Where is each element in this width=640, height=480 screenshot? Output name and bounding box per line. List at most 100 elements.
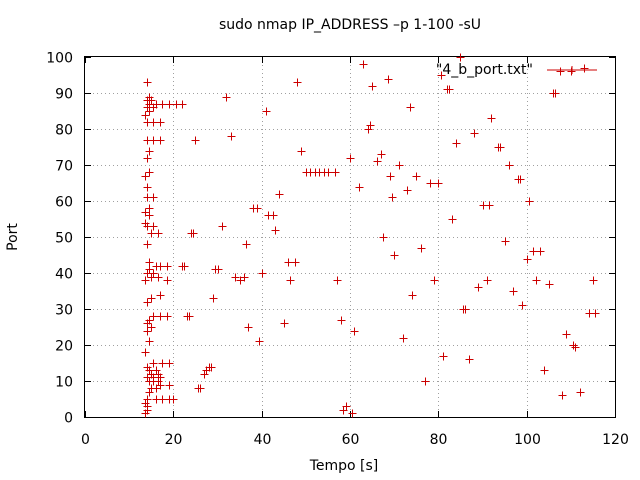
data-point bbox=[255, 337, 264, 346]
data-point bbox=[154, 273, 163, 282]
data-point bbox=[242, 240, 251, 249]
data-point bbox=[189, 229, 198, 238]
data-point bbox=[529, 247, 538, 256]
data-point bbox=[470, 129, 479, 138]
data-point bbox=[147, 323, 156, 332]
data-point bbox=[244, 323, 253, 332]
data-point bbox=[293, 78, 302, 87]
data-point bbox=[147, 370, 156, 379]
data-point bbox=[209, 294, 218, 303]
data-point bbox=[163, 312, 172, 321]
data-point bbox=[417, 244, 426, 253]
data-point bbox=[505, 161, 514, 170]
data-point bbox=[149, 193, 158, 202]
data-point bbox=[231, 273, 240, 282]
data-point bbox=[297, 147, 306, 156]
data-point bbox=[388, 193, 397, 202]
data-point bbox=[516, 175, 525, 184]
data-point bbox=[141, 219, 150, 228]
data-point bbox=[222, 93, 231, 102]
data-point bbox=[359, 60, 368, 69]
data-point bbox=[143, 327, 152, 336]
data-point bbox=[227, 132, 236, 141]
data-point bbox=[269, 211, 278, 220]
data-point bbox=[355, 183, 364, 192]
legend-label: "4_b_port.txt" bbox=[436, 62, 533, 78]
y-axis-label: Port bbox=[5, 223, 21, 251]
data-point bbox=[558, 391, 567, 400]
data-point bbox=[145, 388, 154, 397]
data-point bbox=[178, 100, 187, 109]
data-point bbox=[149, 359, 158, 368]
x-tick-label: 40 bbox=[254, 432, 272, 448]
data-point bbox=[253, 204, 262, 213]
data-point bbox=[149, 222, 158, 231]
data-point bbox=[487, 114, 496, 123]
data-point bbox=[333, 276, 342, 285]
data-point bbox=[445, 85, 454, 94]
data-point bbox=[145, 107, 154, 116]
data-point bbox=[145, 258, 154, 267]
plot-frame bbox=[84, 56, 616, 418]
data-point bbox=[562, 330, 571, 339]
data-point bbox=[154, 377, 163, 386]
data-point bbox=[523, 255, 532, 264]
data-point bbox=[141, 276, 150, 285]
data-point bbox=[143, 154, 152, 163]
data-point bbox=[156, 312, 165, 321]
data-point bbox=[207, 363, 216, 372]
data-point bbox=[496, 143, 505, 152]
data-point bbox=[152, 366, 161, 375]
data-point bbox=[156, 381, 165, 390]
data-point bbox=[591, 309, 600, 318]
data-point bbox=[185, 312, 194, 321]
y-tick-label: 40 bbox=[55, 267, 73, 283]
data-points bbox=[141, 53, 600, 418]
data-point bbox=[439, 352, 448, 361]
data-point bbox=[346, 154, 355, 163]
data-point bbox=[331, 168, 340, 177]
data-point bbox=[145, 100, 154, 109]
data-point bbox=[156, 262, 165, 271]
data-point bbox=[240, 273, 249, 282]
data-point bbox=[452, 139, 461, 148]
data-point bbox=[145, 204, 154, 213]
data-point bbox=[342, 402, 351, 411]
data-point bbox=[525, 197, 534, 206]
data-point bbox=[366, 121, 375, 130]
data-point bbox=[291, 258, 300, 267]
data-point bbox=[379, 233, 388, 242]
data-point bbox=[474, 283, 483, 292]
data-point bbox=[163, 276, 172, 285]
data-point bbox=[509, 287, 518, 296]
data-point bbox=[421, 377, 430, 386]
data-point bbox=[532, 276, 541, 285]
data-point bbox=[501, 237, 510, 246]
data-point bbox=[434, 179, 443, 188]
y-tick-label: 100 bbox=[46, 51, 73, 67]
data-point bbox=[545, 280, 554, 289]
data-point bbox=[169, 395, 178, 404]
data-point bbox=[337, 316, 346, 325]
data-point bbox=[284, 258, 293, 267]
data-point bbox=[589, 276, 598, 285]
data-point bbox=[145, 168, 154, 177]
data-point bbox=[143, 240, 152, 249]
data-point bbox=[518, 301, 527, 310]
data-point bbox=[426, 179, 435, 188]
data-point bbox=[324, 168, 333, 177]
data-point bbox=[143, 183, 152, 192]
data-point bbox=[143, 78, 152, 87]
data-point bbox=[399, 334, 408, 343]
y-tick-label: 90 bbox=[55, 87, 73, 103]
data-point bbox=[465, 355, 474, 364]
data-point bbox=[540, 366, 549, 375]
x-tick-label: 0 bbox=[81, 432, 90, 448]
data-point bbox=[141, 111, 150, 120]
data-point bbox=[368, 82, 377, 91]
data-point bbox=[556, 67, 565, 76]
data-point bbox=[191, 136, 200, 145]
chart-title: sudo nmap IP_ADDRESS –p 1-100 -sU bbox=[219, 17, 481, 33]
data-point bbox=[145, 316, 154, 325]
